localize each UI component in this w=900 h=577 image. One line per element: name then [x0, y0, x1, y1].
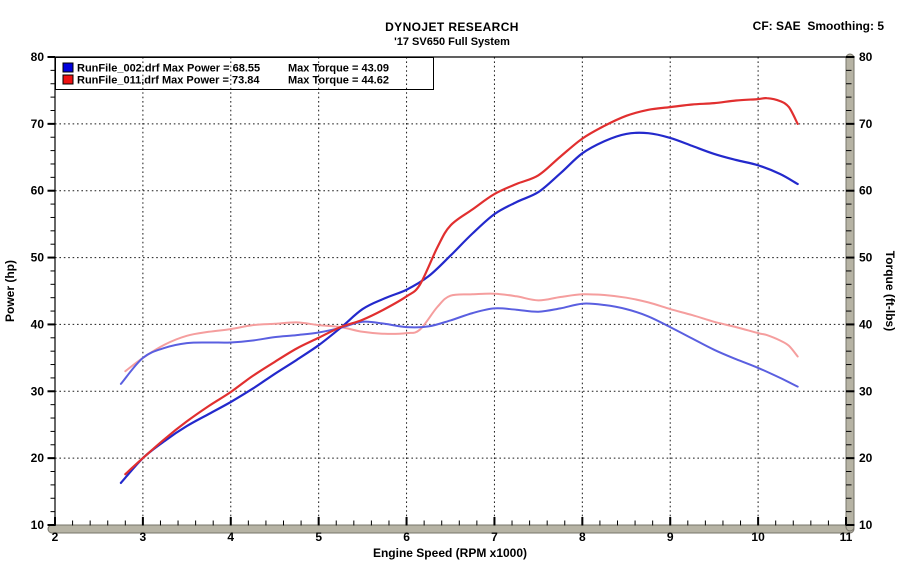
x-axis-title: Engine Speed (RPM x1000) — [373, 546, 527, 560]
right-y-tick-label: 70 — [859, 117, 873, 131]
legend-torque-runfile-002: Max Torque = 43.09 — [288, 63, 389, 75]
legend-label-runfile-011: RunFile_011.drf Max Power = 73.84 — [77, 75, 260, 87]
left-y-axis-title: Power (hp) — [3, 260, 17, 322]
x-axis-bar — [47, 524, 855, 534]
right-y-tick-label: 80 — [859, 50, 873, 64]
legend-torque-runfile-011: Max Torque = 44.62 — [288, 75, 389, 87]
legend-label-runfile-002: RunFile_002.drf Max Power = 68.55 — [77, 63, 260, 75]
dyno-curves — [119, 97, 799, 484]
x-tick-label: 9 — [667, 530, 674, 544]
left-y-tick-label: 10 — [31, 518, 45, 532]
right-y-tick-label: 50 — [859, 251, 873, 265]
curve-runfile-002-power-hp- — [119, 131, 799, 484]
chart-title: DYNOJET RESEARCH — [385, 20, 519, 34]
legend-entry-runfile-011: RunFile_011.drf Max Power = 73.84 Max To… — [62, 74, 389, 87]
left-y-tick-label: 60 — [31, 184, 45, 198]
x-tick-label: 8 — [579, 530, 586, 544]
gridlines — [55, 57, 846, 525]
right-y-tick-label: 10 — [859, 518, 873, 532]
left-y-tick-label: 70 — [31, 117, 45, 131]
left-y-tick-label: 80 — [31, 50, 45, 64]
legend-entry-runfile-002: RunFile_002.drf Max Power = 68.55 Max To… — [62, 62, 389, 75]
curve-runfile-011-power-hp- — [124, 97, 799, 476]
x-tick-label: 4 — [227, 530, 234, 544]
legend-swatch-blue — [62, 62, 74, 73]
x-tick-label: 10 — [751, 530, 765, 544]
legend: RunFile_002.drf Max Power = 68.55 Max To… — [55, 57, 434, 90]
axis-tick-labels: 2 3 4 5 6 7 8 9 10 11 10 10 20 20 30 30 40 40 50 50 60 60 70 70… — [31, 50, 873, 544]
left-y-tick-label: 30 — [31, 384, 45, 398]
left-y-tick-label: 40 — [31, 317, 45, 331]
chart-subtitle: '17 SV650 Full System — [394, 36, 510, 48]
right-y-tick-label: 30 — [859, 384, 873, 398]
legend-box — [55, 57, 434, 90]
x-tick-label: 11 — [840, 530, 853, 544]
right-y-axis-bar — [845, 53, 855, 532]
legend-swatch-red — [62, 74, 74, 85]
right-y-tick-label: 40 — [859, 317, 873, 331]
curve-runfile-002-torque-ft-lbs- — [119, 302, 799, 388]
left-y-tick-label: 20 — [31, 451, 45, 465]
x-tick-label: 5 — [315, 530, 322, 544]
right-y-axis-title: Torque (ft-lbs) — [883, 251, 897, 331]
axis-ticks — [47, 56, 855, 526]
x-tick-label: 2 — [52, 530, 59, 544]
curve-runfile-011-torque-ft-lbs- — [124, 292, 799, 373]
x-tick-label: 7 — [491, 530, 498, 544]
x-tick-label: 3 — [140, 530, 147, 544]
x-tick-label: 6 — [403, 530, 410, 544]
right-y-tick-label: 20 — [859, 451, 873, 465]
correction-smoothing-label: CF: SAE Smoothing: 5 — [753, 19, 885, 33]
left-y-tick-label: 50 — [31, 251, 45, 265]
right-y-tick-label: 60 — [859, 184, 873, 198]
